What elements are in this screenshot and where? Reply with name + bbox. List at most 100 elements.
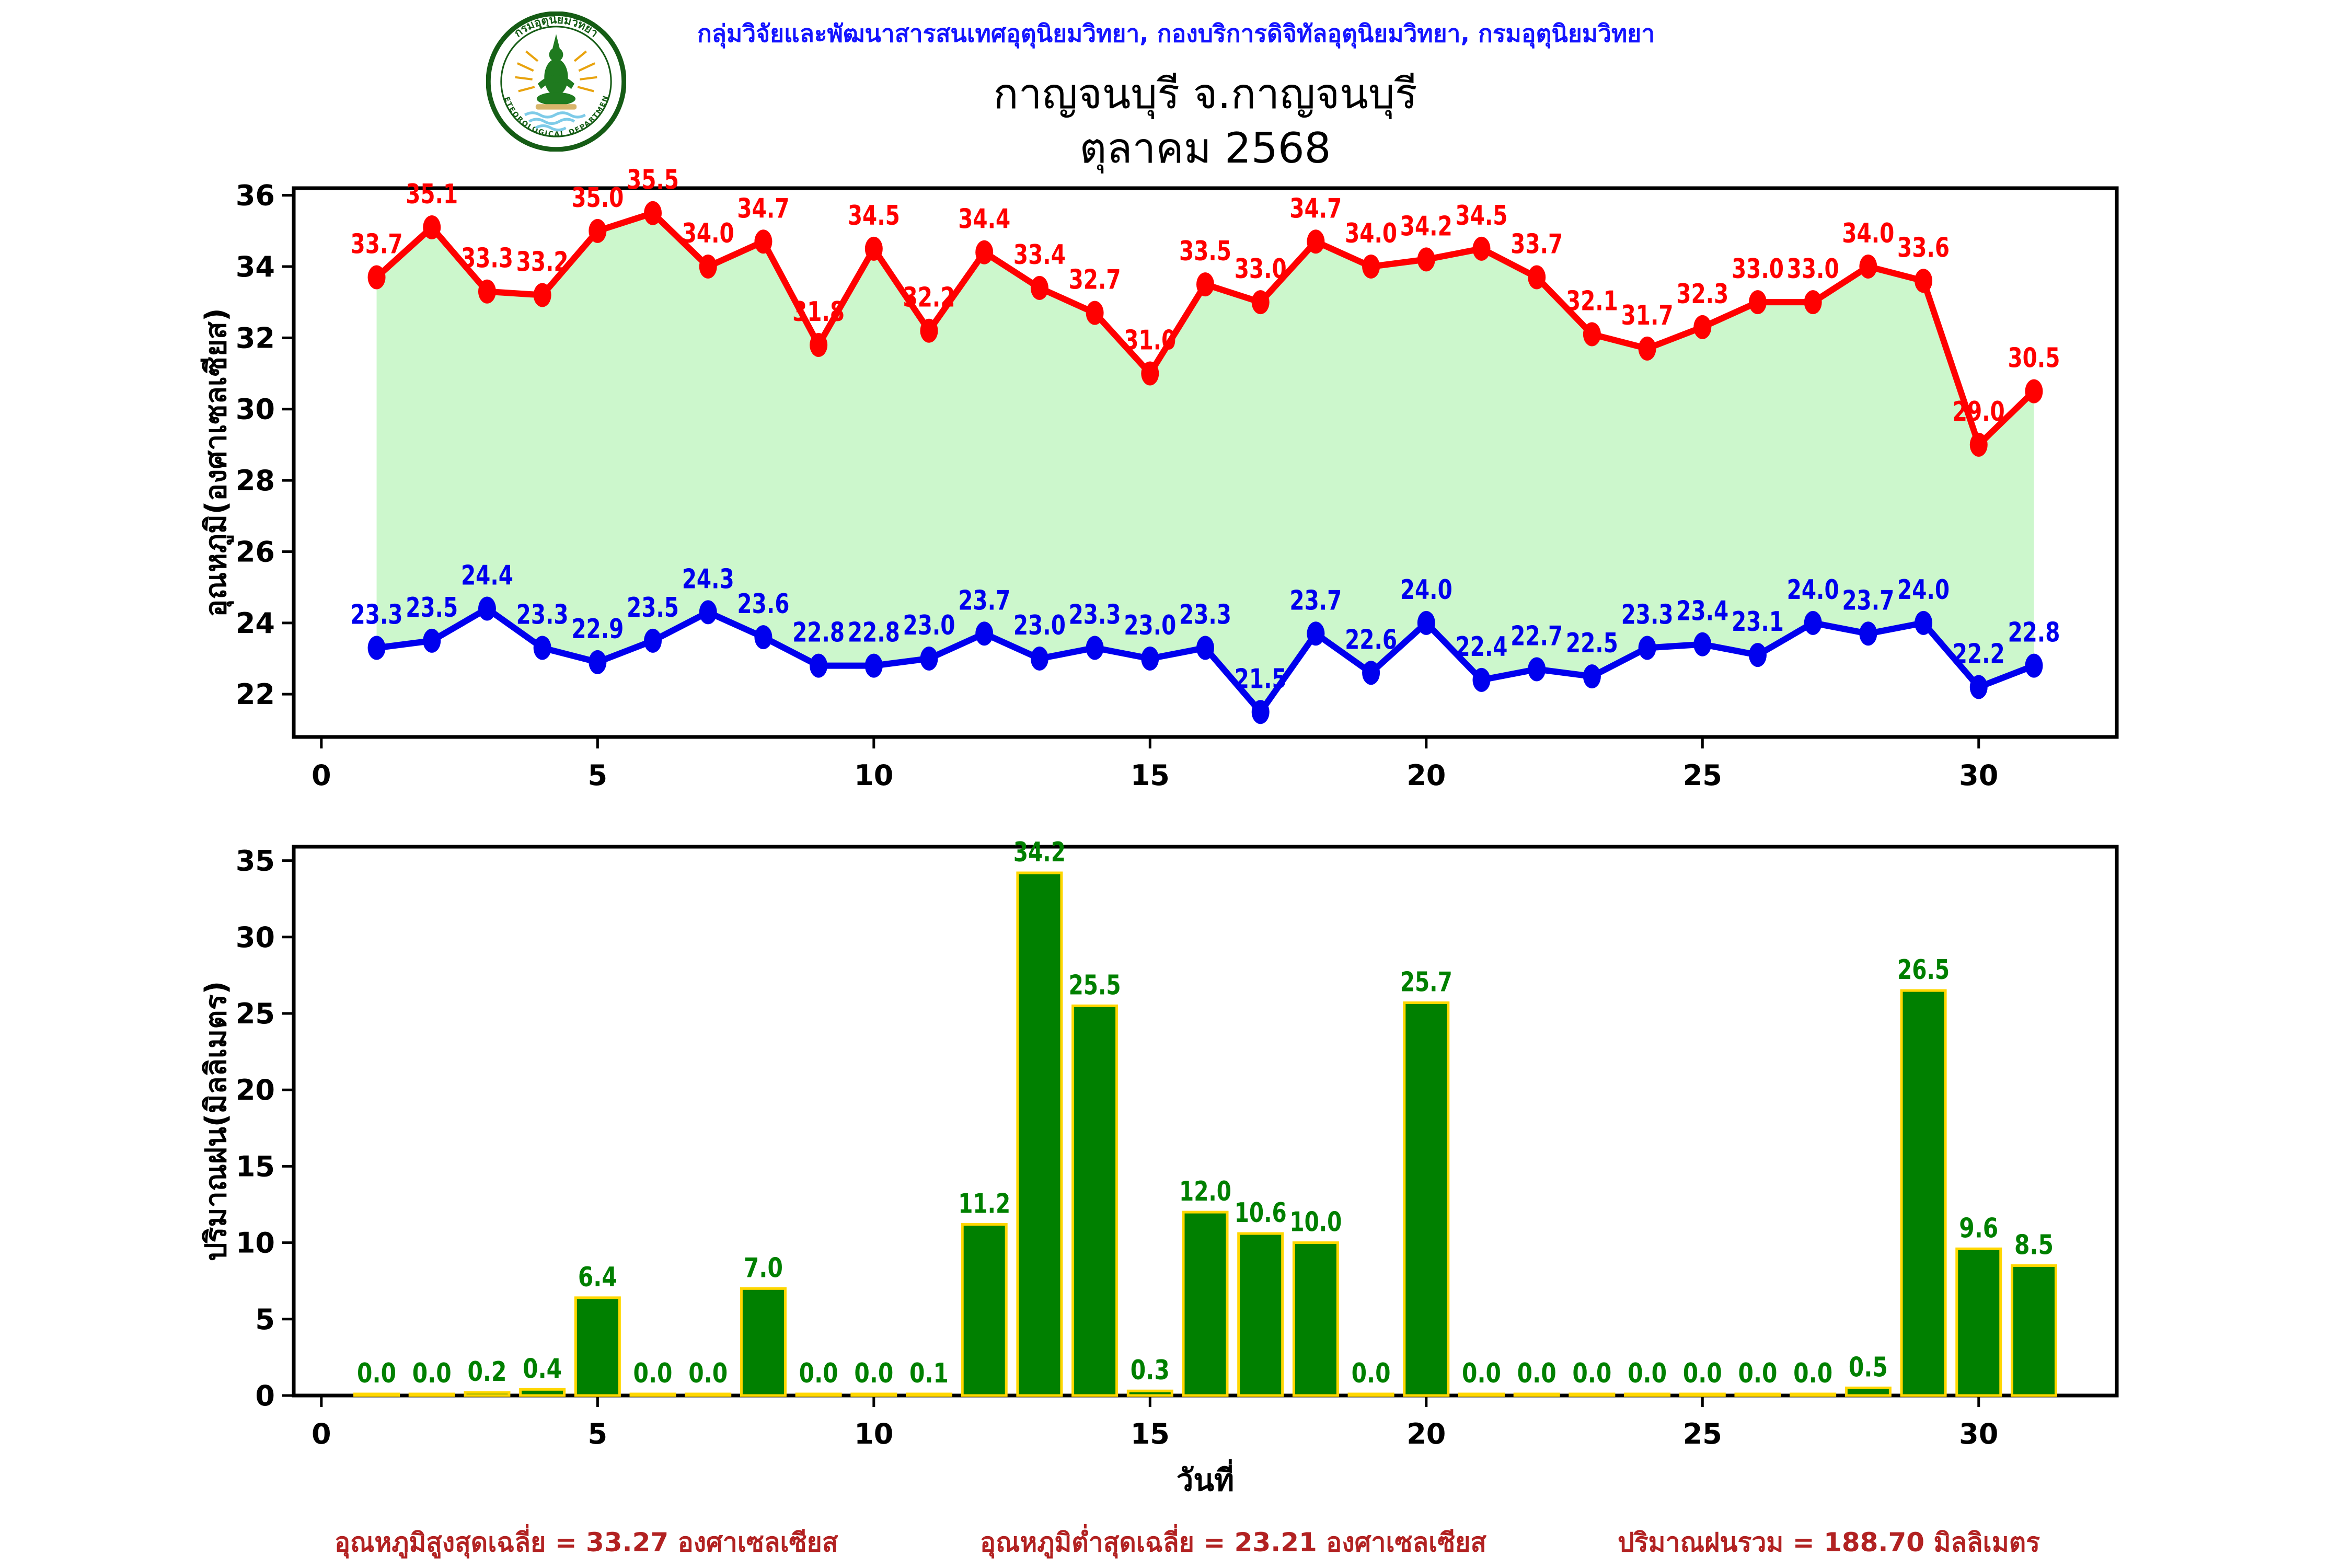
rain-value-label: 0.0 bbox=[1628, 1358, 1667, 1389]
min-temperature-point-day-28 bbox=[1859, 621, 1877, 646]
rain-value-label: 0.4 bbox=[523, 1353, 562, 1385]
max-temperature-point-day-27 bbox=[1804, 290, 1822, 315]
min-temperature-value-label: 24.4 bbox=[461, 560, 513, 592]
rain-value-label: 0.2 bbox=[467, 1356, 506, 1388]
min-temperature-value-label: 22.6 bbox=[1345, 624, 1397, 655]
y-tick-label: 24 bbox=[236, 607, 275, 640]
min-temperature-point-day-30 bbox=[1969, 675, 1988, 699]
max-temperature-point-day-18 bbox=[1307, 229, 1325, 254]
max-temperature-value-label: 30.5 bbox=[2008, 343, 2060, 374]
min-temperature-value-label: 24.0 bbox=[1787, 574, 1839, 606]
min-temperature-point-day-23 bbox=[1583, 664, 1601, 689]
max-temperature-point-day-15 bbox=[1141, 361, 1159, 386]
max-temperature-value-label: 31.7 bbox=[1621, 300, 1674, 331]
min-temperature-value-label: 22.4 bbox=[1455, 631, 1507, 663]
max-temperature-value-label: 33.7 bbox=[1511, 228, 1563, 260]
min-temperature-value-label: 22.9 bbox=[571, 614, 624, 645]
y-tick-label: 30 bbox=[236, 921, 275, 954]
min-temperature-point-day-14 bbox=[1086, 636, 1104, 660]
x-tick-label: 20 bbox=[1406, 1417, 1446, 1450]
max-temperature-point-day-11 bbox=[920, 318, 938, 343]
rain-value-label: 10.0 bbox=[1289, 1207, 1342, 1238]
min-temperature-point-day-24 bbox=[1638, 636, 1656, 660]
y-tick-label: 32 bbox=[236, 321, 275, 354]
max-temperature-point-day-13 bbox=[1030, 275, 1048, 300]
max-temperature-point-day-6 bbox=[644, 201, 662, 225]
y-tick-label: 0 bbox=[255, 1379, 275, 1412]
rain-bar-day-24 bbox=[1624, 1392, 1671, 1397]
rain-bar-day-29 bbox=[1900, 989, 1947, 1397]
max-temperature-value-label: 34.5 bbox=[848, 200, 900, 232]
y-tick-label: 22 bbox=[236, 678, 275, 711]
min-temperature-point-day-31 bbox=[2025, 653, 2043, 678]
max-temperature-value-label: 35.0 bbox=[571, 182, 624, 214]
rain-bar-day-31 bbox=[2010, 1264, 2057, 1397]
y-tick-label: 28 bbox=[236, 464, 275, 497]
min-temperature-point-day-22 bbox=[1528, 657, 1546, 682]
rain-value-label: 0.1 bbox=[909, 1358, 949, 1389]
max-temperature-value-label: 29.0 bbox=[1953, 396, 2005, 428]
min-temperature-value-label: 23.6 bbox=[737, 589, 789, 620]
y-tick-label: 15 bbox=[236, 1150, 275, 1183]
min-temperature-value-label: 22.7 bbox=[1511, 620, 1563, 652]
max-temperature-point-day-31 bbox=[2025, 379, 2043, 403]
rain-bar-day-18 bbox=[1292, 1241, 1339, 1397]
max-temperature-point-day-14 bbox=[1086, 301, 1104, 325]
min-temperature-point-day-25 bbox=[1693, 632, 1712, 656]
page-subtitle: ตุลาคม 2568 bbox=[1079, 124, 1331, 172]
min-temperature-value-label: 22.5 bbox=[1566, 628, 1618, 659]
x-tick-label: 25 bbox=[1683, 759, 1722, 792]
min-temperature-value-label: 23.0 bbox=[1124, 610, 1176, 641]
min-temperature-point-day-1 bbox=[367, 636, 386, 660]
min-temperature-point-day-26 bbox=[1748, 643, 1767, 667]
rain-bar-day-12 bbox=[961, 1223, 1008, 1397]
max-temperature-value-label: 32.2 bbox=[903, 282, 955, 314]
rain-value-label: 6.4 bbox=[578, 1262, 617, 1293]
min-temperature-point-day-2 bbox=[423, 628, 441, 653]
rain-value-label: 0.3 bbox=[1131, 1355, 1170, 1386]
max-temperature-point-day-3 bbox=[478, 279, 496, 304]
rain-value-label: 8.5 bbox=[2014, 1229, 2054, 1261]
min-temperature-value-label: 23.3 bbox=[1179, 599, 1231, 631]
min-temperature-value-label: 23.4 bbox=[1676, 596, 1728, 627]
max-temperature-value-label: 32.1 bbox=[1566, 286, 1618, 317]
min-temperature-value-label: 23.7 bbox=[1289, 585, 1342, 616]
max-temperature-point-day-26 bbox=[1748, 290, 1767, 315]
min-temperature-value-label: 24.0 bbox=[1897, 574, 1950, 606]
rain-value-label: 26.5 bbox=[1897, 954, 1950, 986]
x-tick-label: 20 bbox=[1406, 759, 1446, 792]
min-temperature-value-label: 23.7 bbox=[958, 585, 1010, 616]
min-temperature-value-label: 21.5 bbox=[1235, 663, 1287, 695]
rain-value-label: 0.0 bbox=[1683, 1358, 1722, 1389]
max-temperature-value-label: 34.5 bbox=[1455, 200, 1507, 232]
max-temperature-value-label: 34.7 bbox=[737, 193, 789, 224]
rain-bar-day-9 bbox=[795, 1392, 842, 1397]
y-tick-label: 36 bbox=[236, 179, 275, 212]
rain-bar-day-7 bbox=[685, 1392, 732, 1397]
min-temperature-value-label: 23.1 bbox=[1732, 606, 1784, 638]
max-temperature-point-day-20 bbox=[1417, 247, 1435, 272]
max-temperature-value-label: 33.3 bbox=[461, 243, 513, 274]
min-temperature-value-label: 23.0 bbox=[903, 610, 955, 641]
max-temperature-value-label: 34.0 bbox=[1345, 218, 1397, 249]
min-temperature-point-day-13 bbox=[1030, 647, 1048, 671]
agency-header-text: กลุ่มวิจัยและพัฒนาสารสนเทศอุตุนิยมวิทยา,… bbox=[697, 19, 1655, 48]
rain-value-label: 10.6 bbox=[1235, 1197, 1287, 1229]
rain-value-label: 25.7 bbox=[1400, 967, 1452, 998]
rain-bar-day-16 bbox=[1182, 1210, 1229, 1397]
min-temperature-point-day-21 bbox=[1472, 667, 1491, 692]
rain-value-label: 0.0 bbox=[633, 1358, 673, 1389]
y-tick-label: 34 bbox=[236, 250, 275, 283]
rain-value-label: 0.0 bbox=[688, 1358, 728, 1389]
x-tick-label: 10 bbox=[854, 1417, 893, 1450]
max-temperature-point-day-9 bbox=[810, 333, 828, 357]
rain-value-label: 0.0 bbox=[854, 1358, 893, 1389]
y-tick-label: 25 bbox=[236, 997, 275, 1030]
rain-bar-day-20 bbox=[1403, 1001, 1450, 1397]
logo-deity-figure bbox=[536, 34, 576, 106]
department-logo-icon: กรมอุตุนิยมวิทยา METEOROLOGICAL DEPARTME… bbox=[482, 6, 627, 152]
min-temperature-point-day-3 bbox=[478, 596, 496, 621]
rain-value-label: 9.6 bbox=[1959, 1213, 1998, 1244]
